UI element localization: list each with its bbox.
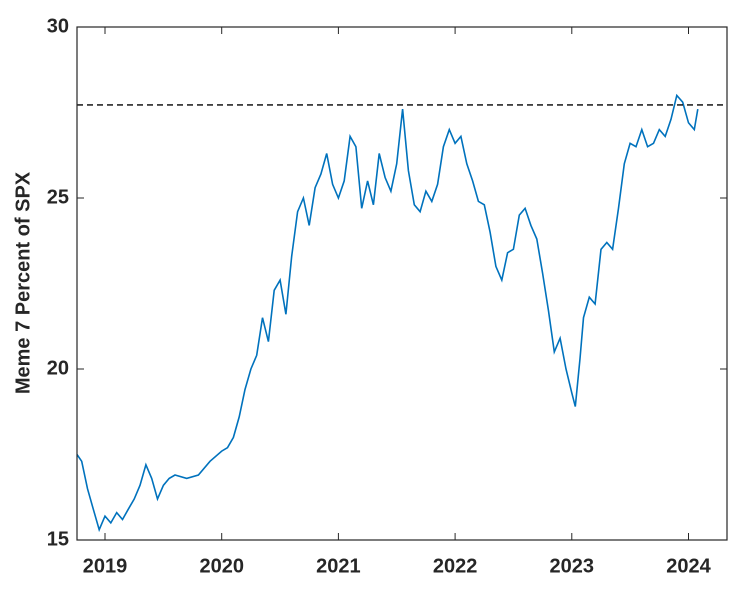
x-tick-label: 2021 (316, 555, 361, 577)
x-tick-label: 2019 (83, 555, 128, 577)
x-tick-label: 2024 (666, 555, 711, 577)
plot-frame (76, 26, 728, 541)
x-tick-label: 2022 (433, 555, 478, 577)
x-tick-label: 2020 (199, 555, 244, 577)
y-tick-label: 25 (47, 186, 69, 208)
x-tick-label: 2023 (550, 555, 595, 577)
data-line (76, 93, 699, 533)
y-tick-label: 20 (47, 357, 69, 379)
y-tick-label: 30 (47, 15, 69, 37)
y-axis-label: Meme 7 Percent of SPX (12, 171, 34, 394)
y-tick-label: 15 (47, 528, 69, 550)
